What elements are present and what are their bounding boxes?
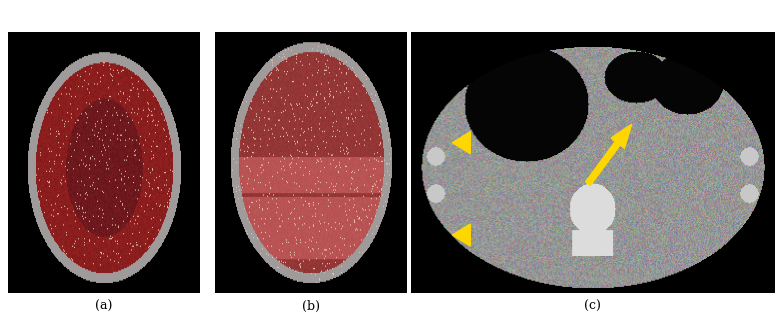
Text: (b): (b) bbox=[302, 300, 320, 313]
Text: (a): (a) bbox=[95, 300, 113, 313]
Polygon shape bbox=[453, 224, 470, 246]
Polygon shape bbox=[453, 132, 470, 154]
FancyArrow shape bbox=[586, 124, 632, 186]
Text: (c): (c) bbox=[584, 300, 601, 313]
